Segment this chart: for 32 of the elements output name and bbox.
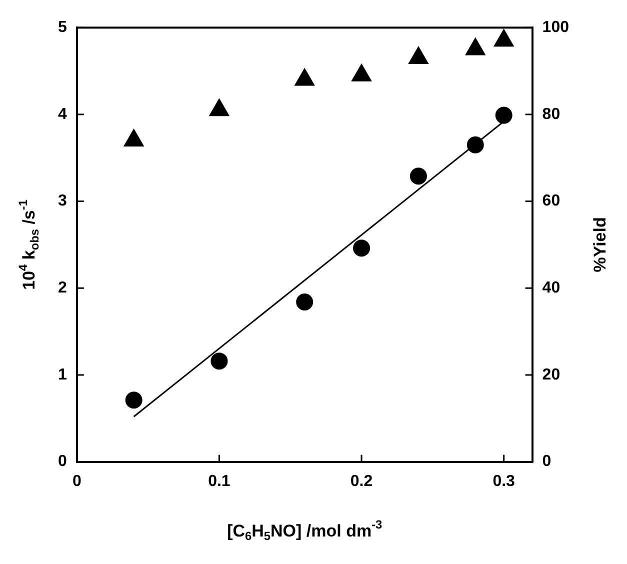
y2-tick-label: 60	[542, 192, 560, 210]
point	[408, 46, 428, 64]
x-tick-label: 0	[72, 472, 82, 490]
y2-tick-label: 100	[542, 19, 570, 36]
point	[125, 392, 142, 409]
y-tick-label: 0	[58, 453, 67, 470]
point	[410, 168, 427, 185]
x-tick-label: 0.3	[492, 472, 516, 490]
y-axis-title: 104 kobs /s-1	[16, 199, 42, 290]
point	[209, 98, 230, 116]
y-tick-label: 2	[58, 280, 67, 297]
y-tick-label: 4	[58, 106, 67, 123]
point	[294, 68, 315, 86]
point	[124, 128, 144, 146]
x-tick-label: 0.1	[208, 472, 230, 490]
y-tick-label: 5	[58, 19, 67, 36]
y-tick-label: 3	[58, 192, 67, 210]
y-tick-label: 1	[58, 366, 67, 384]
y2-tick-label: 40	[542, 280, 560, 297]
point	[353, 240, 370, 257]
y2-tick-label: 0	[542, 453, 552, 470]
y2-axis-title: %Yield	[590, 217, 610, 272]
point	[352, 64, 372, 82]
point	[465, 38, 486, 56]
y2-tick-label: 20	[542, 366, 560, 384]
point	[210, 352, 228, 370]
point	[495, 106, 512, 124]
point	[494, 29, 514, 47]
point	[466, 136, 484, 154]
y2-tick-label: 80	[542, 106, 560, 123]
x-tick-label: 0.2	[350, 472, 373, 490]
point	[296, 294, 314, 311]
